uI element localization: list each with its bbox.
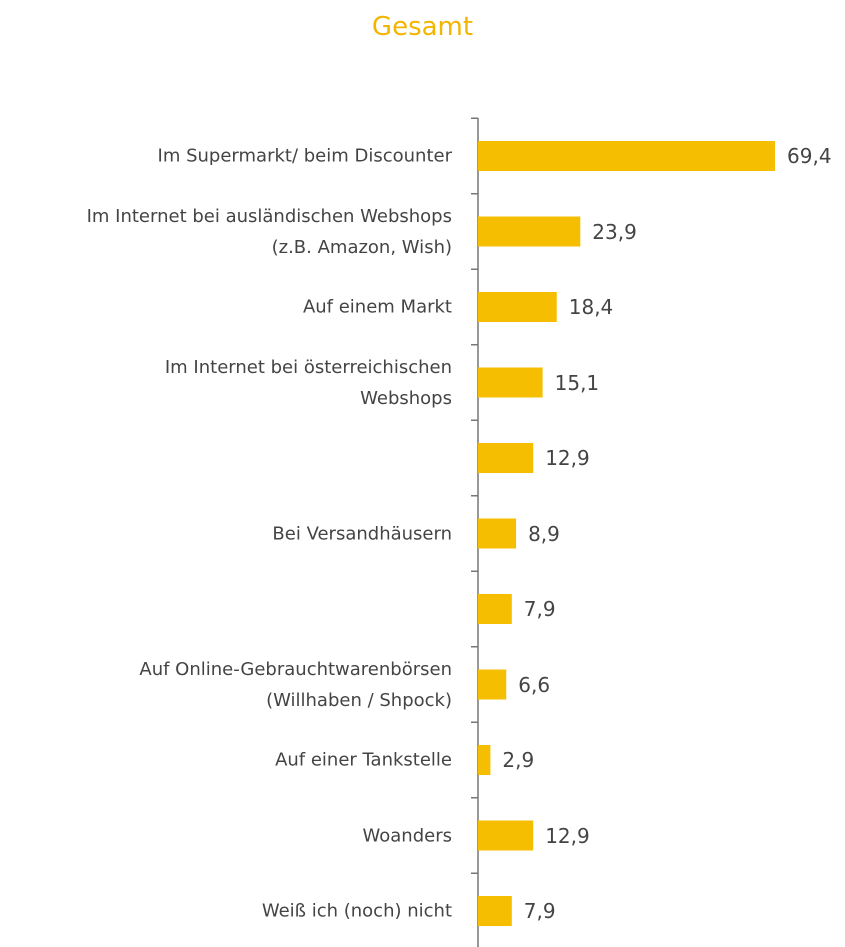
category-label: Im Supermarkt/ beim Discounter [157, 145, 452, 167]
value-label: 12,9 [545, 446, 590, 470]
bar [478, 669, 507, 700]
value-label: 2,9 [502, 748, 535, 772]
category-label: Auf einer Tankstelle [275, 749, 452, 771]
bar [478, 141, 776, 171]
category-label: Woanders [362, 825, 452, 846]
category-label: Im Internet bei ausländischen Webshops (… [86, 205, 452, 258]
chart-title: Gesamt [371, 12, 474, 42]
category-label: Bei Versandhäusern [272, 523, 452, 544]
bar [478, 292, 557, 322]
bar [478, 216, 581, 247]
value-label: 23,9 [592, 219, 637, 244]
bar [478, 367, 543, 398]
bar [478, 820, 534, 851]
value-label: 12,9 [545, 823, 590, 848]
value-label: 69,4 [787, 144, 832, 168]
category-label: Weiß ich (noch) nicht [261, 900, 452, 922]
bar [478, 443, 534, 473]
bar [478, 896, 512, 926]
bar [478, 594, 512, 624]
value-label: 8,9 [528, 521, 560, 546]
value-label: 7,9 [523, 597, 556, 621]
value-label: 6,6 [518, 672, 551, 697]
value-label: 18,4 [568, 295, 614, 319]
value-label: 7,9 [523, 899, 556, 923]
bar [478, 518, 517, 549]
category-label: Im Internet bei österreichischen Webshop… [164, 356, 452, 409]
bar [478, 745, 491, 775]
category-label: Auf einem Markt [302, 296, 452, 318]
category-label: Auf Online-Gebrauchtwarenbörsen (Willhab… [139, 658, 452, 711]
value-label: 15,1 [554, 370, 600, 395]
